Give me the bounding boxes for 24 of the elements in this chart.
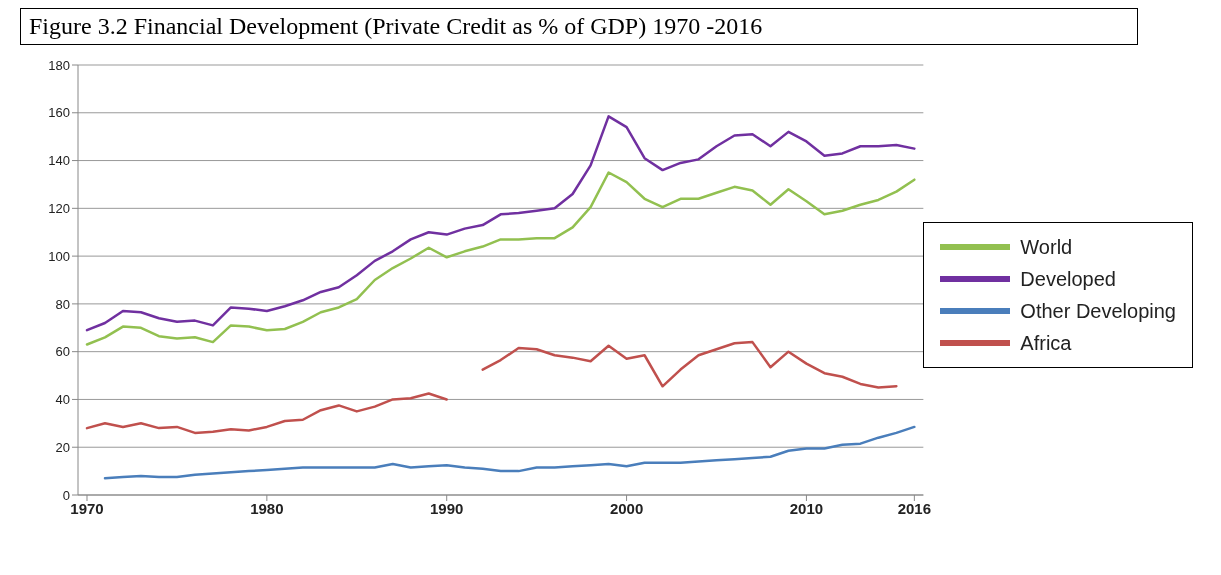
y-tick-label: 160 [48,105,70,121]
y-tick-label: 140 [48,153,70,169]
y-tick-label: 120 [48,200,70,216]
y-tick-label: 0 [62,487,70,503]
x-tick-label: 2000 [609,499,644,517]
legend-label: Other Developing [1020,299,1176,324]
x-tick-label: 2016 [897,499,932,517]
line-series [85,171,916,346]
legend-label: Developed [1020,267,1116,292]
line-series [85,115,916,332]
chart-title: Figure 3.2 Financial Development (Private Credit as % of GDP) 1970 -2016 [20,8,1138,45]
line-series [103,425,916,480]
legend-label: Africa [1020,331,1072,356]
y-tick-label: 20 [55,439,70,455]
y-tick-label: 60 [55,344,70,360]
y-tick-label: 100 [48,248,70,264]
y-tick-label: 180 [48,57,70,73]
x-tick-label: 1970 [70,499,104,517]
x-tick-label: 2010 [789,499,824,517]
x-tick-label: 1990 [430,499,464,517]
y-tick-label: 80 [55,296,70,312]
y-tick-label: 40 [55,392,70,408]
legend-label: World [1020,235,1073,260]
x-tick-label: 1980 [250,499,284,517]
